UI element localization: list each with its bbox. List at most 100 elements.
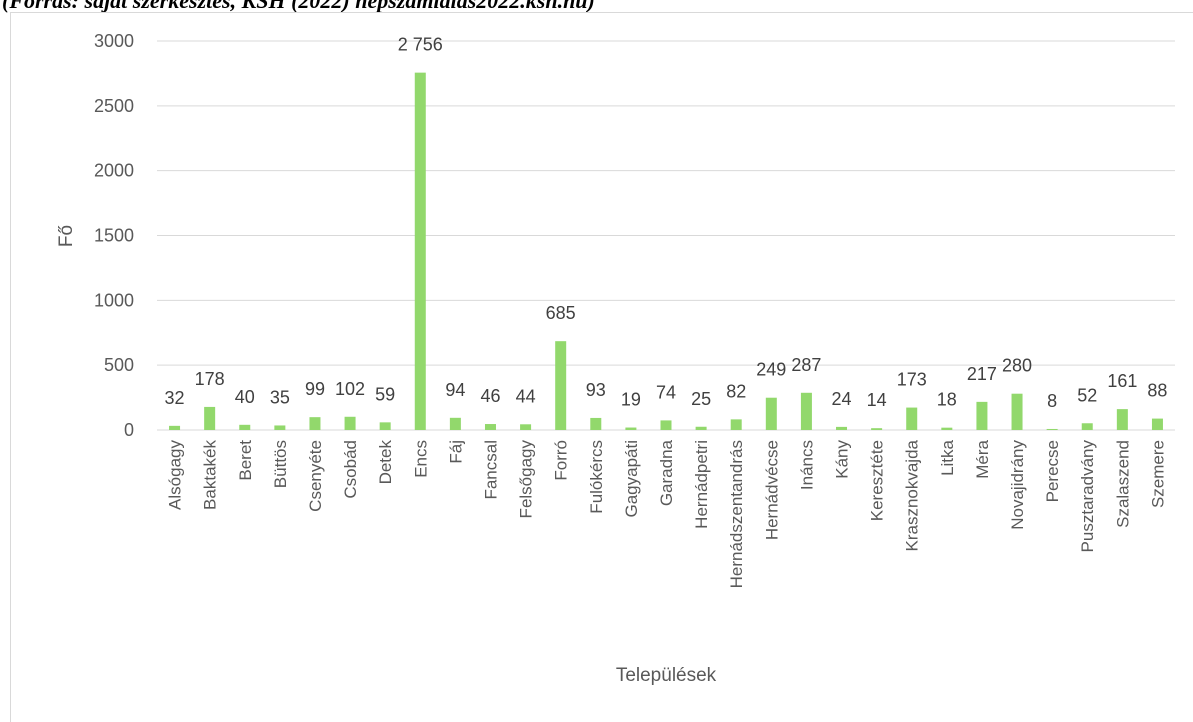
bar	[1081, 423, 1093, 430]
category-label: Forró	[552, 440, 571, 481]
bar	[169, 425, 181, 430]
data-label: 52	[1077, 385, 1097, 405]
chart-frame	[10, 12, 1193, 722]
y-tick-label: 2000	[94, 161, 134, 181]
y-tick-label: 0	[124, 420, 134, 440]
category-label: Beret	[236, 440, 255, 481]
data-label: 161	[1107, 371, 1137, 391]
source-caption: (Forrás: saját szerkesztés, KSH (2022) n…	[2, 0, 595, 13]
category-label: Litka	[938, 439, 957, 475]
data-label: 25	[691, 389, 711, 409]
category-label: Baktakék	[201, 440, 220, 510]
y-tick-label: 2500	[94, 96, 134, 116]
data-label: 93	[586, 380, 606, 400]
category-label: Szemere	[1148, 440, 1167, 508]
category-label: Hernádpetri	[692, 440, 711, 529]
category-label: Kány	[833, 440, 852, 479]
bar	[555, 341, 567, 430]
y-axis-ticks: 0 500 1000 1500 2000 2500 3000	[94, 31, 134, 440]
x-axis-title: Települések	[616, 665, 717, 686]
data-label: 32	[165, 388, 185, 408]
y-axis-title: Fő	[56, 225, 77, 247]
data-label: 173	[897, 370, 927, 390]
category-label: Encs	[411, 440, 430, 478]
data-label: 178	[195, 369, 225, 389]
bar	[765, 397, 777, 430]
data-label: 217	[967, 364, 997, 384]
bar	[941, 427, 953, 430]
category-label: Büttös	[271, 440, 290, 488]
category-label: Pusztaradvány	[1078, 440, 1097, 553]
category-labels: Alsógagy Baktakék Beret Büttös Csenyéte Csobá…	[166, 439, 1168, 588]
category-label: Krasznokvajda	[903, 439, 922, 551]
bar	[590, 417, 602, 430]
y-tick-label: 500	[104, 355, 134, 375]
data-label: 18	[937, 390, 957, 410]
y-tick-label: 1500	[94, 226, 134, 246]
data-label: 40	[235, 387, 255, 407]
bar	[730, 419, 742, 430]
data-label: 74	[656, 382, 676, 402]
category-label: Szalaszend	[1113, 440, 1132, 528]
data-label: 287	[791, 355, 821, 375]
bar	[660, 420, 672, 430]
data-label: 35	[270, 387, 290, 407]
data-label: 249	[756, 360, 786, 380]
bars	[169, 72, 1163, 430]
data-label: 46	[480, 386, 500, 406]
category-label: Hernádvécse	[762, 440, 781, 540]
category-label: Detek	[376, 440, 395, 485]
category-label: Fancsal	[481, 440, 500, 500]
data-label: 280	[1002, 356, 1032, 376]
bar	[871, 428, 883, 430]
data-label: 82	[726, 381, 746, 401]
category-label: Méra	[973, 439, 992, 478]
bar	[414, 72, 426, 430]
category-label: Csobád	[341, 440, 360, 499]
data-label: 19	[621, 390, 641, 410]
bar	[449, 417, 461, 430]
bar	[274, 425, 286, 430]
y-tick-label: 1000	[94, 290, 134, 310]
bar	[906, 407, 918, 430]
category-label: Fulókércs	[587, 440, 606, 514]
category-label: Perecse	[1043, 440, 1062, 502]
bar	[1116, 409, 1128, 430]
data-label: 8	[1047, 391, 1057, 411]
bar	[239, 424, 251, 430]
data-label: 94	[445, 380, 465, 400]
category-label: Novajidrány	[1008, 440, 1027, 530]
data-label: 2 756	[398, 35, 443, 55]
bar	[976, 401, 988, 430]
bar	[836, 426, 848, 430]
data-label: 685	[546, 303, 576, 323]
category-label: Csenyéte	[306, 440, 325, 512]
gridlines	[157, 40, 1175, 431]
bar	[344, 416, 356, 430]
data-label: 88	[1147, 381, 1167, 401]
data-label: 44	[516, 386, 536, 406]
category-label: Fáj	[446, 440, 465, 464]
category-label: Ináncs	[797, 440, 816, 490]
bar	[1151, 418, 1163, 430]
category-label: Felsőgagy	[517, 440, 536, 519]
data-label: 24	[832, 389, 852, 409]
bar	[1046, 428, 1058, 430]
bar	[484, 424, 496, 430]
data-label: 59	[375, 384, 395, 404]
category-label: Hernádszentandrás	[727, 440, 746, 588]
bar	[1011, 393, 1023, 430]
data-label: 14	[867, 390, 887, 410]
data-label: 99	[305, 379, 325, 399]
category-label: Alsógagy	[166, 440, 185, 510]
category-label: Gagyapáti	[622, 440, 641, 518]
bar	[695, 426, 707, 430]
category-label: Keresztéte	[868, 440, 887, 521]
bar	[520, 424, 532, 430]
bar	[379, 422, 391, 430]
bar	[204, 406, 216, 430]
bar	[625, 427, 637, 430]
y-tick-label: 3000	[94, 31, 134, 51]
